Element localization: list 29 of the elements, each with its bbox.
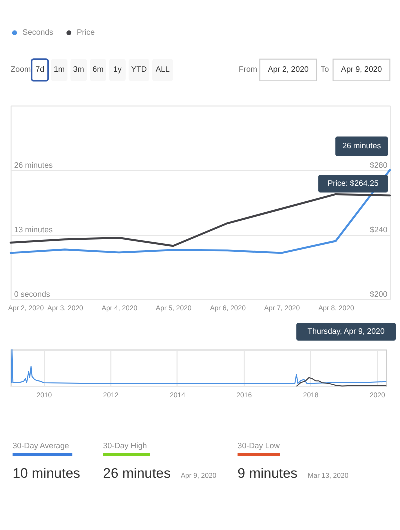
legend-label: Price	[77, 28, 96, 38]
y2-tick-label: $240	[370, 225, 388, 234]
y2-tick-label: $200	[370, 290, 388, 299]
text: 9 minutes	[238, 465, 298, 482]
category-label: 30-Day Low	[238, 441, 280, 450]
y2-tick-label: $280	[370, 160, 388, 170]
text: Apr 9, 2020	[341, 65, 383, 74]
text: From	[239, 65, 258, 74]
category-label: 30-Day High	[103, 441, 148, 450]
text: To	[320, 65, 330, 74]
y-tick-label: 0 seconds	[14, 290, 50, 299]
y-tick-label: 26 minutes	[14, 160, 53, 170]
text: YTD	[131, 65, 148, 74]
category-label: 30-Day Average	[12, 441, 70, 450]
text: 10 minutes	[12, 465, 80, 482]
text: 26 minutes	[103, 465, 171, 482]
text: Thursday, Apr 9, 2020	[308, 326, 386, 336]
y-tick-label: 13 minutes	[14, 225, 53, 234]
text: 6m	[92, 65, 104, 74]
text: 1m	[54, 65, 66, 74]
text: 1y	[114, 65, 122, 74]
data-label: Price: $264.25	[328, 178, 380, 188]
legend-label: Seconds	[22, 28, 54, 38]
text: 3m	[73, 65, 85, 74]
text: Apr 2, 2020	[268, 65, 310, 74]
text: 7d	[36, 65, 44, 74]
data-label: 26 minutes	[342, 142, 382, 151]
text: Zoom	[10, 65, 32, 74]
text: ALL	[156, 65, 171, 74]
